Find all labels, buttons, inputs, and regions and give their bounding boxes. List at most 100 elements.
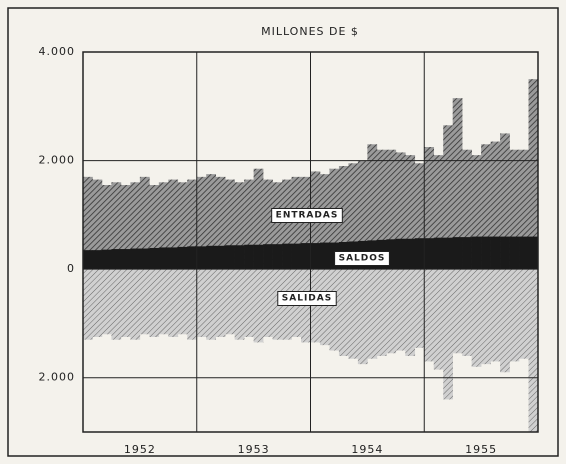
- frame: [7, 7, 559, 457]
- step-bar: [528, 269, 539, 432]
- step-bar: [414, 163, 425, 270]
- step-bar: [177, 182, 188, 270]
- x-tick-label: 1953: [238, 443, 270, 456]
- step-bar: [206, 245, 217, 270]
- step-bar: [395, 152, 406, 270]
- step-bar: [386, 149, 397, 270]
- step-bar: [424, 269, 435, 362]
- step-bar: [196, 246, 207, 270]
- step-bar: [376, 269, 387, 356]
- step-bar: [528, 79, 539, 270]
- step-bar: [225, 179, 235, 270]
- step-bar: [215, 176, 226, 270]
- step-bar: [272, 244, 283, 270]
- step-bar: [386, 269, 397, 354]
- series-label: SALDOS: [339, 254, 386, 264]
- step-bar: [414, 238, 425, 270]
- step-bar: [206, 269, 217, 340]
- y-tick-label: 2.000: [39, 154, 76, 167]
- step-bar: [196, 269, 207, 337]
- y-tick-label: 0: [67, 262, 75, 275]
- step-bar: [357, 269, 368, 365]
- step-bar: [319, 269, 330, 346]
- step-bar: [452, 237, 463, 270]
- step-bar: [310, 243, 321, 270]
- step-bar: [158, 269, 169, 335]
- step-bar: [395, 269, 406, 351]
- step-bar: [272, 182, 283, 270]
- step-bar: [130, 182, 141, 270]
- step-bar: [481, 236, 491, 270]
- step-bar: [158, 182, 169, 270]
- step-bar: [490, 141, 501, 270]
- step-bar: [130, 269, 141, 340]
- step-bar: [509, 269, 520, 362]
- step-bar: [234, 245, 245, 270]
- step-bar: [500, 133, 510, 270]
- step-bar: [168, 269, 179, 337]
- step-bar: [225, 269, 235, 335]
- step-bar: [528, 236, 539, 270]
- step-bar: [139, 248, 150, 270]
- label-box: [334, 251, 390, 266]
- step-bar: [424, 238, 435, 270]
- step-bar: [481, 144, 491, 270]
- step-bar: [348, 269, 359, 359]
- plot-border: [82, 51, 539, 433]
- step-bar: [130, 248, 141, 270]
- step-bar: [405, 269, 416, 356]
- step-bar: [490, 236, 501, 270]
- step-bar: [462, 149, 472, 270]
- step-bar: [405, 155, 416, 270]
- step-bar: [139, 269, 150, 335]
- step-bar: [433, 155, 444, 270]
- step-bar: [433, 269, 444, 370]
- step-bar: [519, 149, 529, 270]
- step-bar: [234, 182, 245, 270]
- step-bar: [443, 269, 453, 400]
- y-tick-label: 4.000: [39, 45, 76, 58]
- step-bar: [452, 98, 463, 270]
- step-bar: [244, 244, 254, 270]
- step-bar: [196, 176, 207, 270]
- step-bar: [139, 176, 150, 270]
- step-bar: [367, 144, 378, 270]
- step-bar: [92, 250, 103, 270]
- step-bar: [101, 249, 112, 270]
- step-bar: [111, 182, 122, 270]
- step-bar: [462, 269, 472, 356]
- step-bar: [120, 185, 131, 270]
- step-bar: [263, 179, 273, 270]
- step-bar: [253, 269, 264, 343]
- step-bar: [319, 242, 330, 270]
- step-bar: [405, 238, 416, 270]
- step-bar: [158, 247, 169, 270]
- step-bar: [329, 269, 340, 351]
- x-tick-label: 1952: [124, 443, 156, 456]
- step-bar: [215, 269, 226, 337]
- step-bar: [149, 247, 160, 270]
- step-bar: [433, 237, 444, 270]
- step-bar: [291, 243, 302, 270]
- step-bar: [168, 247, 179, 270]
- step-bar: [149, 185, 160, 270]
- step-bar: [443, 237, 453, 270]
- step-bar: [414, 269, 425, 348]
- step-bar: [443, 125, 453, 270]
- step-bar: [83, 250, 93, 270]
- x-tick-label: 1955: [465, 443, 497, 456]
- step-bar: [187, 269, 198, 340]
- step-bar: [338, 166, 349, 270]
- step-bar: [83, 269, 93, 340]
- step-bar: [376, 149, 387, 270]
- step-bar: [177, 246, 188, 270]
- step-bar: [519, 236, 529, 270]
- label-box: [277, 291, 337, 306]
- step-bar: [509, 149, 520, 270]
- step-bar: [149, 269, 160, 337]
- step-bar: [348, 163, 359, 270]
- series-label: SALIDAS: [282, 294, 332, 304]
- step-bar: [111, 249, 122, 270]
- step-bar: [263, 269, 273, 337]
